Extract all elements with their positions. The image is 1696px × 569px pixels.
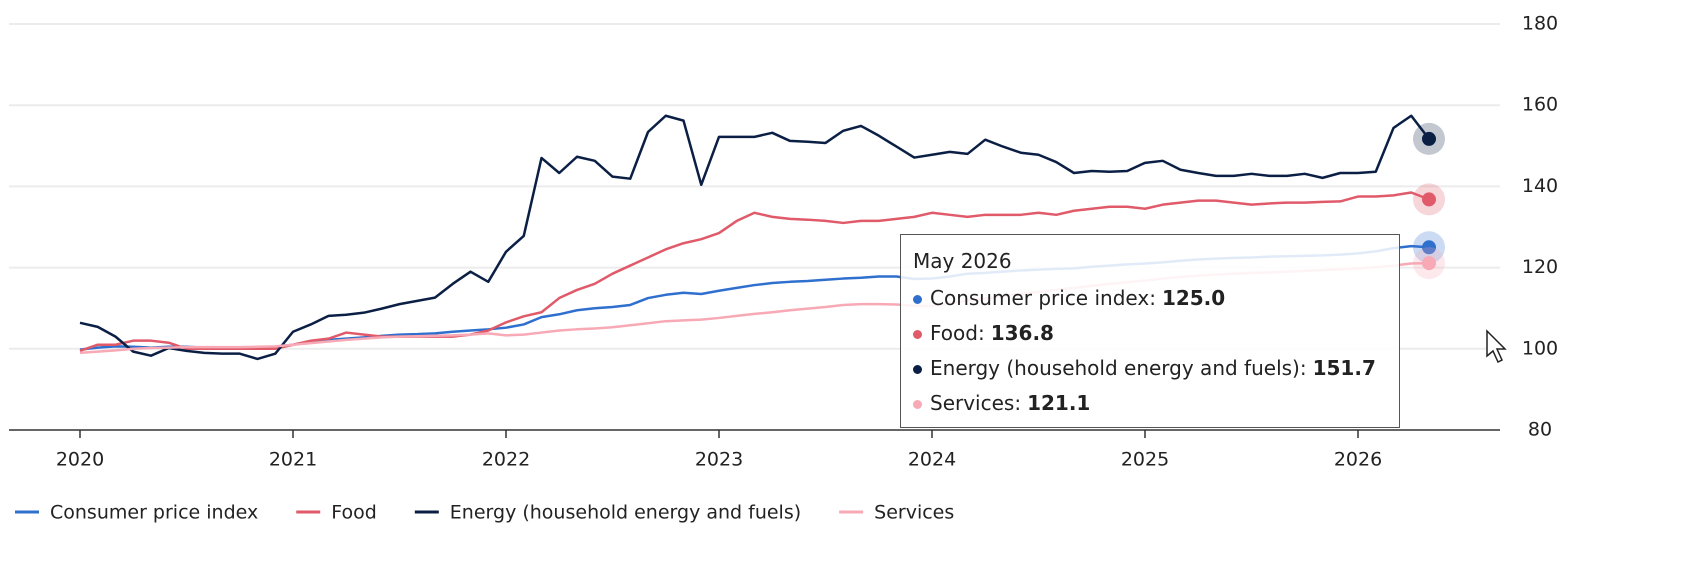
tooltip-value: 125.0 [1161, 286, 1226, 310]
legend-label: Services [874, 502, 954, 524]
series-line [79, 114, 1430, 361]
y-tick-label: 100 [1522, 337, 1558, 359]
hover-point [1422, 240, 1436, 255]
tooltip-dot [913, 295, 922, 304]
legend-label: Food [331, 502, 377, 524]
x-tick-label: 2026 [1334, 449, 1382, 471]
tooltip-dot [913, 330, 922, 339]
tooltip-label: Energy (household energy and fuels): [930, 356, 1307, 380]
x-tick-label: 2022 [482, 449, 530, 471]
tooltip-title: May 2026 [913, 249, 1012, 273]
tooltip-row: Services: 121.1 [913, 386, 1387, 421]
tooltip-dot [913, 400, 922, 409]
y-tick-label: 120 [1522, 256, 1558, 278]
y-tick-label: 140 [1522, 175, 1558, 197]
y-tick-label: 80 [1528, 419, 1552, 441]
tooltip-row: Food: 136.8 [913, 316, 1387, 351]
legend-label: Consumer price index [50, 502, 258, 524]
tooltip: May 2026 Consumer price index: 125.0 Food:… [900, 234, 1400, 428]
tooltip-label: Consumer price index: [930, 286, 1156, 310]
tooltip-label: Food: [930, 321, 985, 345]
tooltip-label: Services: [930, 391, 1022, 415]
x-tick-label: 2024 [908, 449, 956, 471]
y-tick-label: 180 [1522, 13, 1558, 35]
tooltip-value: 136.8 [990, 321, 1054, 345]
tooltip-dot [913, 365, 922, 374]
tooltip-row: Energy (household energy and fuels): 151.… [913, 351, 1387, 386]
mouse-cursor [1486, 329, 1507, 364]
tooltip-value: 151.7 [1312, 356, 1376, 380]
y-tick-label: 160 [1522, 94, 1558, 116]
tooltip-row: Consumer price index: 125.0 [913, 281, 1387, 316]
legend-label: Energy (household energy and fuels) [450, 502, 801, 524]
tooltip-value: 121.1 [1027, 391, 1091, 415]
hover-point [1422, 131, 1436, 146]
x-tick-label: 2025 [1121, 449, 1169, 471]
hover-point [1422, 256, 1436, 271]
hover-point [1422, 192, 1436, 207]
x-tick-label: 2021 [269, 449, 317, 471]
x-tick-label: 2023 [695, 449, 743, 471]
x-tick-label: 2020 [56, 449, 104, 471]
series-line [79, 191, 1430, 353]
